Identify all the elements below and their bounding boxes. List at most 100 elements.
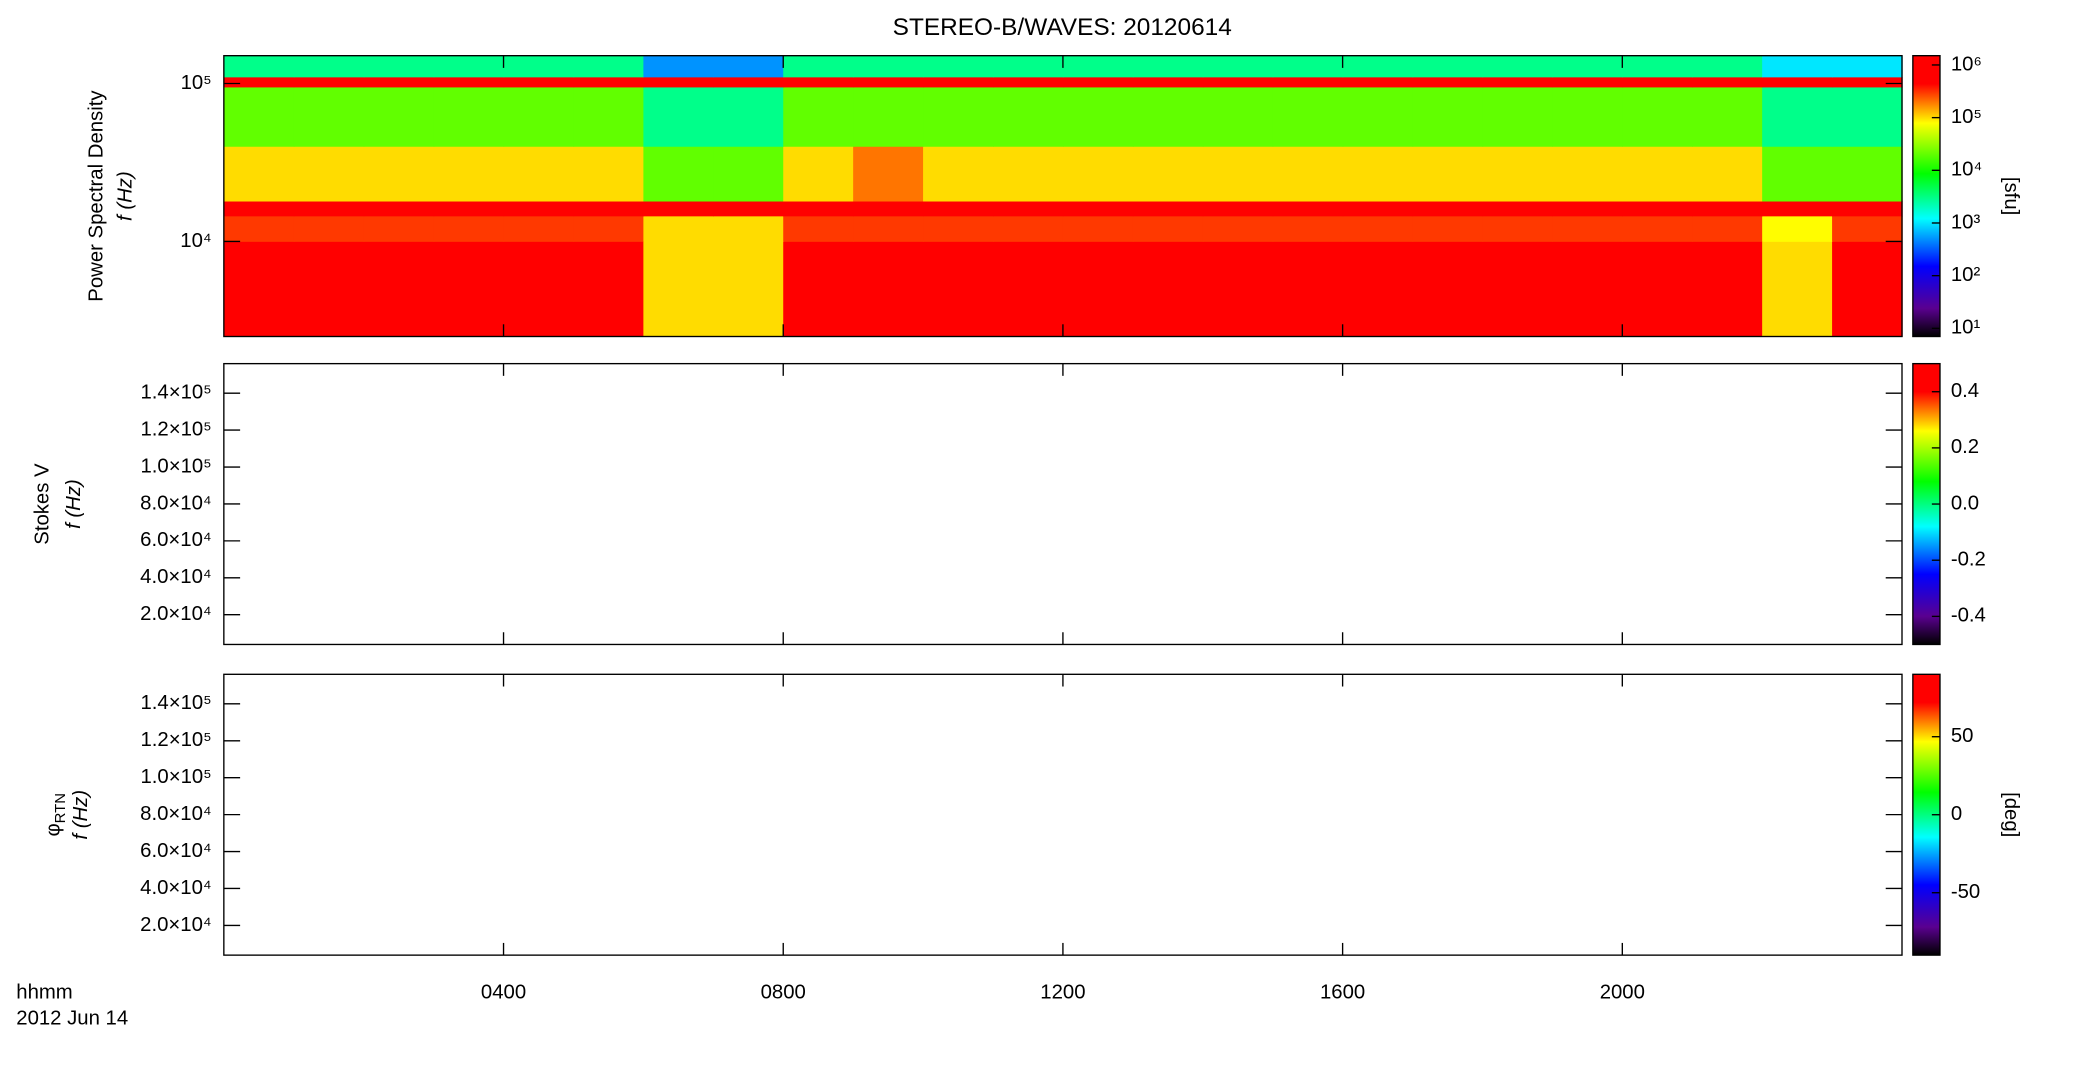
- heatmap-cell: [1132, 241, 1204, 337]
- heatmap-cell: [503, 55, 575, 78]
- heatmap-cell: [1412, 241, 1484, 337]
- heatmap-cell: [223, 76, 295, 88]
- heatmap-cell: [363, 87, 435, 147]
- heatmap-cell: [923, 76, 994, 88]
- heatmap-cell: [643, 201, 714, 217]
- heatmap-cell: [1202, 55, 1274, 78]
- heatmap-cell: [1342, 87, 1414, 147]
- heatmap-cell: [853, 241, 924, 337]
- heatmap-cell: [783, 215, 854, 242]
- heatmap-cell: [1062, 215, 1134, 242]
- heatmap-cell: [643, 146, 714, 202]
- y-tick-label: 6.0×10⁴: [140, 840, 211, 862]
- heatmap-cell: [433, 55, 505, 78]
- heatmap-cell: [1622, 146, 1693, 202]
- heatmap-cell: [1412, 146, 1484, 202]
- heatmap-cell: [223, 146, 295, 202]
- y-tick-label: 8.0×10⁴: [140, 803, 211, 825]
- heatmap-cell: [1062, 87, 1134, 147]
- heatmap-cell: [992, 55, 1064, 78]
- heatmap-cell: [1202, 146, 1274, 202]
- y-tick-label: 8.0×10⁴: [140, 492, 211, 514]
- heatmap-cell: [1272, 87, 1344, 147]
- heatmap-cell: [433, 215, 505, 242]
- heatmap-cell: [992, 146, 1064, 202]
- heatmap-cell: [1832, 146, 1903, 202]
- heatmap-cell: [1832, 87, 1903, 147]
- heatmap-cell: [1062, 55, 1134, 78]
- heatmap-cell: [1342, 215, 1414, 242]
- heatmap-cell: [643, 76, 714, 88]
- y-tick-label: 1.4×10⁵: [140, 692, 211, 714]
- y-tick-label: 10⁵: [181, 72, 212, 94]
- y-axis-label: Stokes V: [32, 463, 54, 545]
- heatmap-cell: [1832, 241, 1903, 337]
- heatmap-cell: [1132, 215, 1204, 242]
- heatmap-cell: [713, 146, 784, 202]
- heatmap-cell: [573, 55, 645, 78]
- heatmap-cell: [783, 201, 854, 217]
- heatmap-cell: [1412, 76, 1484, 88]
- y-axis-label-text: Power Spectral Density: [86, 90, 108, 302]
- heatmap-cell: [1692, 201, 1763, 217]
- heatmap-cell: [992, 241, 1064, 337]
- y-axis-label-text: Stokes V: [32, 463, 54, 545]
- heatmap-cell: [1482, 55, 1554, 78]
- heatmap-cell: [1482, 76, 1554, 88]
- heatmap-cell: [1832, 76, 1903, 88]
- x-tick-label: 1600: [1320, 981, 1365, 1003]
- heatmap-cell: [503, 87, 575, 147]
- heatmap-cell: [503, 241, 575, 337]
- heatmap-cell: [1692, 215, 1763, 242]
- heatmap-cell: [293, 76, 365, 88]
- heatmap-cell: [1552, 201, 1623, 217]
- heatmap-cell: [1692, 146, 1763, 202]
- heatmap-cell: [1412, 55, 1484, 78]
- x-tick-label: 2000: [1600, 981, 1645, 1003]
- y-axis-label: φRTN: [43, 793, 69, 837]
- plot-frame: [223, 673, 1903, 956]
- heatmap-cell: [223, 215, 295, 242]
- heatmap-cell: [1552, 55, 1623, 78]
- heatmap-cell: [1342, 55, 1414, 78]
- heatmap-cell: [503, 146, 575, 202]
- heatmap-cell: [1622, 55, 1693, 78]
- heatmap-cell: [713, 55, 784, 78]
- heatmap-cell: [1202, 241, 1274, 337]
- heatmap-cell: [503, 201, 575, 217]
- heatmap-cell: [1762, 146, 1833, 202]
- heatmap-cell: [223, 201, 295, 217]
- heatmap-cell: [1202, 87, 1274, 147]
- heatmap-cell: [853, 146, 924, 202]
- heatmap-cell: [1482, 87, 1554, 147]
- heatmap-cell: [1482, 215, 1554, 242]
- heatmap-cell: [1412, 215, 1484, 242]
- heatmap-cell: [573, 215, 645, 242]
- heatmap-cell: [503, 76, 575, 88]
- colorbar-tick-label: 10³: [1951, 211, 1981, 233]
- x-tick-label: 0400: [481, 981, 526, 1003]
- heatmap-cell: [1202, 201, 1274, 217]
- date-label: 2012 Jun 14: [16, 1007, 128, 1029]
- heatmap-cell: [1622, 87, 1693, 147]
- heatmap-cell: [293, 215, 365, 242]
- heatmap-cell: [643, 87, 714, 147]
- heatmap-cell: [1342, 241, 1414, 337]
- heatmap-cell: [1412, 87, 1484, 147]
- heatmap-cell: [1552, 146, 1623, 202]
- heatmap-cell: [293, 201, 365, 217]
- heatmap-cell: [853, 201, 924, 217]
- heatmap-cell: [1692, 241, 1763, 337]
- plot-frame: [223, 362, 1903, 646]
- heatmap-cell: [573, 201, 645, 217]
- colorbar-label: [sfu]: [2000, 177, 2022, 215]
- heatmap-cell: [1412, 201, 1484, 217]
- heatmap-cell: [1622, 76, 1693, 88]
- y-tick-label: 4.0×10⁴: [140, 877, 211, 899]
- heatmap-cell: [363, 241, 435, 337]
- heatmap-cell: [1622, 241, 1693, 337]
- heatmap-cell: [992, 215, 1064, 242]
- heatmap-cell: [573, 76, 645, 88]
